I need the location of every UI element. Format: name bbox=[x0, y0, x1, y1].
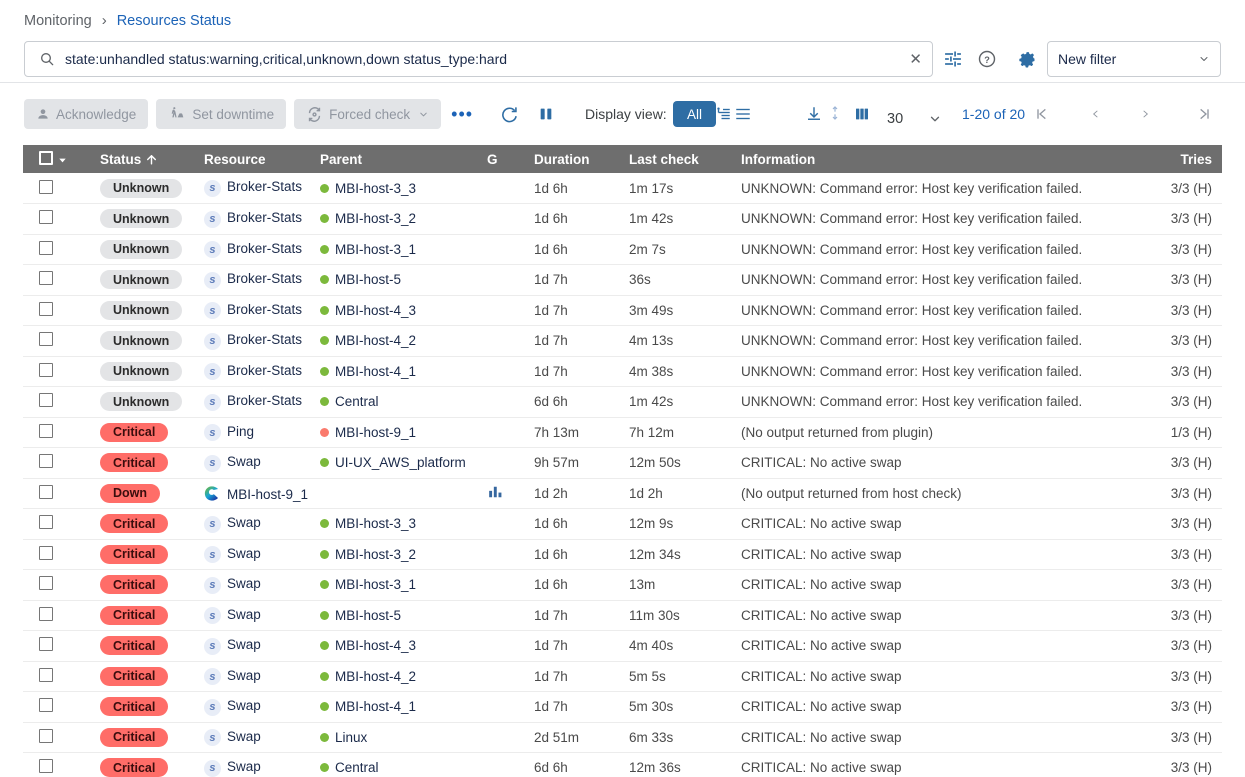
svg-text:?: ? bbox=[984, 55, 990, 65]
